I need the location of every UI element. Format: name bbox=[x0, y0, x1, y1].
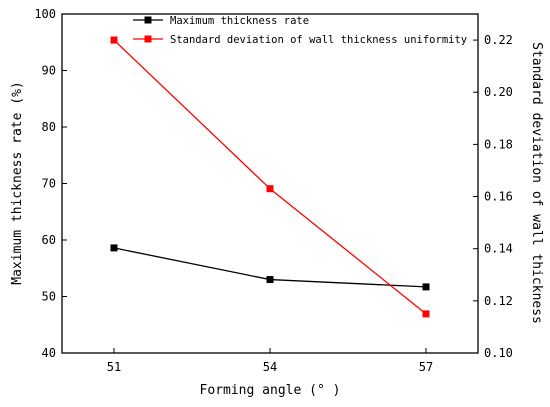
y-left-tick-label: 90 bbox=[42, 64, 56, 78]
y-left-tick-label: 40 bbox=[42, 346, 56, 360]
x-tick-label: 51 bbox=[107, 360, 121, 374]
series-layer bbox=[110, 36, 430, 318]
series-point-0 bbox=[422, 283, 430, 291]
y-left-tick-label: 80 bbox=[42, 120, 56, 134]
legend-label-std-deviation: Standard deviation of wall thickness uni… bbox=[170, 34, 467, 46]
x-tick-label: 57 bbox=[419, 360, 433, 374]
y-axis-right-title: Standard deviation of wall thickness bbox=[529, 42, 544, 324]
y-axis-left-title: Maximum thickness rate (%) bbox=[10, 81, 25, 285]
legend-label-max-thickness-rate: Maximum thickness rate bbox=[170, 15, 309, 27]
y-right-tick-label: 0.16 bbox=[484, 190, 513, 204]
y-left-tick-label: 70 bbox=[42, 177, 56, 191]
y-right-tick-label: 0.10 bbox=[484, 346, 513, 360]
y-right-tick-label: 0.18 bbox=[484, 137, 513, 151]
x-tick-label: 54 bbox=[263, 360, 277, 374]
legend-marker-std-deviation bbox=[144, 35, 152, 43]
series-point-1 bbox=[266, 185, 274, 193]
series-point-0 bbox=[110, 244, 118, 252]
y-right-tick-label: 0.14 bbox=[484, 242, 513, 256]
y-left-tick-label: 100 bbox=[34, 7, 56, 21]
y-right-tick-label: 0.20 bbox=[484, 85, 513, 99]
y-left-tick-label: 50 bbox=[42, 290, 56, 304]
axis-ticks: 51 54 57 40 50 60 70 80 90 100 0.10 0.12 0.14 0.16 0.1… bbox=[34, 7, 513, 374]
y-right-tick-label: 0.12 bbox=[484, 294, 513, 308]
legend-marker-max-thickness-rate bbox=[144, 16, 152, 24]
plot-frame bbox=[61, 13, 479, 354]
series-point-1 bbox=[110, 36, 118, 44]
series-line-1 bbox=[113, 39, 427, 315]
series-point-1 bbox=[422, 310, 430, 318]
series-point-0 bbox=[266, 276, 274, 284]
y-left-tick-label: 60 bbox=[42, 233, 56, 247]
legend: Maximum thickness rate Standard deviatio… bbox=[133, 15, 467, 46]
y-right-tick-label: 0.22 bbox=[484, 33, 513, 47]
x-axis-title: Forming angle (° ) bbox=[200, 383, 341, 398]
